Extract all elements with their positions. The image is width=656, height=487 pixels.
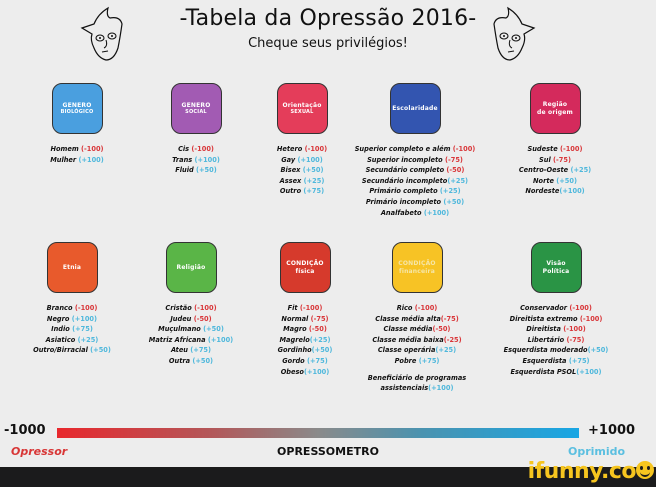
list-item: Classe média baixa(-25) [372,335,462,344]
opressometro-scale: -1000 +1000 Opressor OPRESSOMETRO Oprimi… [0,420,656,466]
list-item: Fluid (+50) [175,166,217,175]
list-item: assistenciais(+100) [380,384,454,393]
list-item: Bisex (+50) [280,166,324,175]
category-icon-escolaridade: Escolaridade [389,83,441,134]
list-item: Nordeste(+100) [525,187,585,196]
list-item: Gay (+100) [281,155,323,164]
list-item: Analfabeto (+100) [380,208,450,217]
list-item: Cristão (-100) [165,304,217,312]
category-icon-etnia: Etnia [46,242,98,293]
page-title: -Tabela da Opressão 2016- [179,6,477,31]
list-item: Outro (+75) [279,187,325,196]
list-item: Homem (-100) [50,145,104,153]
category-visao-politica: Visão Política Conservador (-100) Direit… [476,242,636,377]
list-item: Libertário (-75) [527,335,585,344]
list-item: Beneficiário de programas [367,373,467,382]
list-item: Primário completo (+25) [369,187,461,196]
list-item: Cis (-100) [178,145,214,153]
category-icon-visao-politica: Visão Política [530,242,582,293]
list-item: Branco (-100) [46,304,98,312]
list-item: Primário incompleto (+50) [365,197,465,206]
list-item: Classe média(-50) [383,325,451,334]
list-item: Trans (+100) [172,155,220,164]
scale-right-label: Oprimido [568,445,626,458]
list-item: Pobre (+75) [394,356,440,365]
list-item: Normal (-75) [281,314,329,323]
list-item: Sudeste (-100) [527,145,583,153]
list-item: Indio (+75) [51,325,93,334]
list-item: Secundário completo (-50) [365,166,465,175]
scale-gradient-bar [57,428,579,438]
category-condicao-fisica: CONDIÇÃO física Fit (-100) Normal (-75) … [250,242,360,377]
list-item: Gordinho(+50) [277,346,333,355]
category-icon-condicao-fisica: CONDIÇÃO física [279,242,331,293]
list-item: Negro (+100) [46,314,98,323]
category-escolaridade: Escolaridade Superior completo e além (-… [340,83,490,218]
list-item: Assex (+25) [279,176,325,185]
list-item: Gordo (+75) [282,356,328,365]
category-genero-biologico: GENERO BIOLÓGICO Homem (-100) Mulher (+1… [22,83,132,165]
smiley-icon [636,461,654,479]
list-item: Matriz Africana (+100) [148,335,234,344]
list-item: Superior incompleto (-75) [367,155,463,164]
list-item: Classe operária(+25) [377,346,457,355]
category-icon-condicao-financeira: CONDIÇÃO financeira [391,242,443,293]
category-icon-genero-social: GENERO SOCIAL [170,83,222,134]
list-item: Outra (+50) [168,356,214,365]
list-item: Outro/Birracial (+50) [33,346,111,355]
category-icon-regiao-de-origem: Região de origem [529,83,581,134]
list-item: Obeso(+100) [280,367,330,376]
list-item: Esquerdista (+75) [522,356,590,365]
list-item: Rico (-100) [396,304,438,312]
category-condicao-financeira: CONDIÇÃO financeira Rico (-100) Classe m… [352,242,482,394]
page-subtitle: Cheque seus privilégios! [248,36,408,51]
scale-min-value: -1000 [4,423,46,438]
category-genero-social: GENERO SOCIAL Cis (-100) Trans (+100) Fl… [141,83,251,176]
scale-left-label: Opressor [11,445,68,458]
list-item: Classe média alta(-75) [375,314,459,323]
category-icon-genero-biologico: GENERO BIOLÓGICO [51,83,103,134]
list-item: Judeu (-50) [170,314,212,323]
scale-title: OPRESSOMETRO [277,445,379,458]
list-item: Asiatico (+25) [45,335,99,344]
category-religiao: Religião Cristão (-100) Judeu (-50) Muçu… [131,242,251,367]
list-item: Direitista extremo (-100) [509,314,603,323]
category-orientacao-sexual: Orientação SEXUAL Hetero (-100) Gay (+10… [247,83,357,197]
list-item: Fit (-100) [287,304,323,312]
category-icon-religiao: Religião [165,242,217,293]
face-drawing-icon [493,6,536,61]
list-item: Norte (+50) [533,176,577,185]
scale-max-value: +1000 [588,423,636,438]
list-item: Esquerdista moderado(+50) [503,346,609,355]
list-item: Esquerdista PSOL(+100) [510,367,602,376]
header: -Tabela da Opressão 2016- Cheque seus pr… [0,0,656,70]
category-icon-orientacao-sexual: Orientação SEXUAL [276,83,328,134]
brand-watermark: ifunny.co [527,459,637,484]
face-drawing-icon [80,6,123,61]
list-item: Hetero (-100) [276,145,328,153]
category-regiao-de-origem: Região de origem Sudeste (-100) Sul (-75… [500,83,610,197]
list-item: Direitista (-100) [526,325,586,334]
category-etnia: Etnia Branco (-100) Negro (+100) Indio (… [12,242,132,356]
list-item: Conservador (-100) [520,304,592,312]
list-item: Muçulmano (+50) [158,325,224,334]
list-item: Magrelo(+25) [279,335,331,344]
list-item: Centro-Oeste (+25) [518,166,592,175]
list-item: Ateu (+75) [170,346,212,355]
list-item: Sul (-75) [539,155,571,164]
list-item: Mulher (+100) [50,155,104,164]
list-item: Magro (-50) [283,325,327,334]
list-item: Superior completo e além (-100) [354,145,476,153]
list-item: Secundário incompleto(+25) [361,176,469,185]
footer-watermark-bar: ifunny.co [0,459,656,487]
